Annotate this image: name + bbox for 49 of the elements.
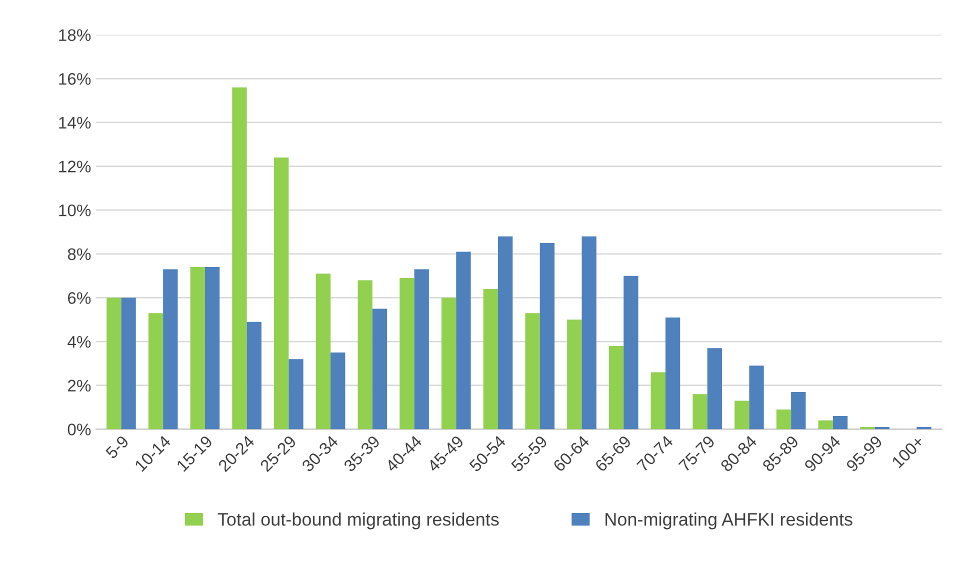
bar (400, 278, 414, 430)
bar (832, 416, 848, 430)
bar (707, 348, 722, 430)
bar (316, 274, 331, 430)
y-tick-label: 6% (68, 292, 91, 304)
y-tick-label: 8% (68, 248, 91, 260)
y-tick-label: 16% (59, 73, 91, 85)
bar (650, 372, 666, 430)
legend-label: Total out-bound migrating residents (218, 512, 499, 530)
bar (665, 317, 680, 430)
bar (246, 322, 262, 430)
x-tick-label: 5-9 (104, 434, 130, 460)
bar (288, 359, 304, 430)
bar (692, 394, 708, 430)
bar (567, 320, 582, 430)
legend-label: Non-migrating AHFKI residents (606, 512, 852, 530)
y-tick-label: 4% (68, 336, 91, 348)
y-tick-label: 14% (59, 116, 91, 129)
y-tick-label: 0% (68, 424, 91, 436)
y-tick-label: 18% (59, 29, 91, 42)
bar (358, 280, 372, 430)
bar (148, 313, 164, 430)
bar (163, 269, 178, 430)
bar (776, 409, 792, 430)
bar (498, 236, 513, 430)
bar (734, 400, 750, 430)
bar (456, 252, 471, 430)
bar (749, 366, 764, 430)
bar (483, 288, 498, 430)
bar (121, 298, 136, 430)
bar (106, 298, 122, 430)
bar (791, 392, 806, 430)
y-tick-label: 2% (68, 380, 91, 392)
y-tick-label: 12% (59, 160, 91, 172)
bar (540, 242, 555, 430)
bar (441, 298, 456, 430)
bar (232, 87, 247, 430)
bar (818, 420, 833, 430)
bar (525, 313, 540, 430)
bar (624, 276, 638, 430)
y-tick-label: 10% (59, 204, 91, 216)
bar (274, 158, 289, 430)
bar (608, 346, 624, 430)
bar (204, 267, 220, 430)
bar (330, 352, 346, 430)
bar (582, 236, 596, 430)
bar (372, 308, 388, 430)
bar (190, 267, 205, 430)
bar (414, 269, 429, 430)
